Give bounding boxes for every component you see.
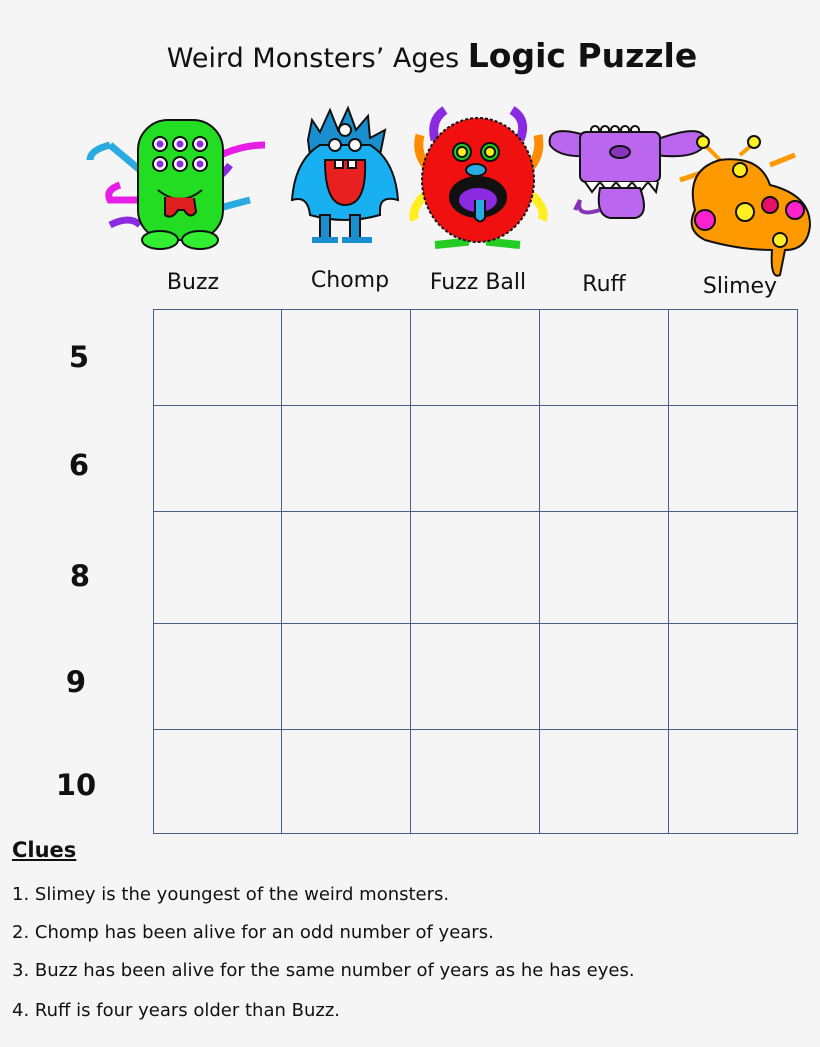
grid-cell-5-fuzz-ball[interactable]: [410, 309, 540, 406]
grid-cell-6-fuzz-ball[interactable]: [410, 405, 540, 512]
grid-cell-6-slimey[interactable]: [668, 405, 798, 512]
grid-cell-5-slimey[interactable]: [668, 309, 798, 406]
clue-item: 4. Ruff is four years older than Buzz.: [12, 1000, 340, 1021]
clue-item: 1. Slimey is the youngest of the weird m…: [12, 884, 450, 905]
page-title: Weird Monsters’ Ages Logic Puzzle: [0, 36, 820, 75]
column-label-ruff: Ruff: [582, 272, 626, 297]
clue-item: 2. Chomp has been alive for an odd numbe…: [12, 922, 494, 943]
monster-illustrations: [86, 105, 812, 277]
column-label-chomp: Chomp: [310, 268, 390, 293]
row-label-age: 5: [68, 340, 90, 374]
grid-cell-10-buzz[interactable]: [153, 729, 282, 834]
clue-item: 3. Buzz has been alive for the same numb…: [12, 960, 635, 981]
row-label-age: 8: [69, 559, 91, 593]
grid-cell-10-ruff[interactable]: [539, 729, 669, 834]
grid-cell-9-fuzz-ball[interactable]: [410, 623, 540, 730]
fuzz-ball-monster-image: [409, 106, 548, 249]
grid-cell-8-buzz[interactable]: [153, 511, 282, 624]
grid-cell-9-slimey[interactable]: [668, 623, 798, 730]
title-text: Weird Monsters’ Ages: [166, 43, 460, 74]
grid-cell-6-buzz[interactable]: [153, 405, 282, 512]
grid-cell-9-chomp[interactable]: [281, 623, 411, 730]
grid-cell-8-fuzz-ball[interactable]: [410, 511, 540, 624]
chomp-monster-image: [290, 105, 400, 243]
column-label-slimey: Slimey: [702, 274, 778, 299]
column-label-buzz: Buzz: [166, 270, 220, 295]
row-label-age: 10: [55, 768, 97, 802]
grid-cell-9-ruff[interactable]: [539, 623, 669, 730]
grid-cell-10-slimey[interactable]: [668, 729, 798, 834]
title-bold: Logic Puzzle: [467, 36, 698, 75]
grid-cell-5-ruff[interactable]: [539, 309, 669, 406]
grid-cell-6-ruff[interactable]: [539, 405, 669, 512]
row-label-age: 6: [68, 448, 90, 482]
grid-cell-5-chomp[interactable]: [281, 309, 411, 406]
column-label-fuzz-ball: Fuzz Ball: [429, 270, 527, 295]
grid-cell-8-chomp[interactable]: [281, 511, 411, 624]
buzz-monster-image: [86, 119, 266, 250]
slimey-monster-image: [679, 135, 812, 277]
grid-cell-10-chomp[interactable]: [281, 729, 411, 834]
grid-cell-6-chomp[interactable]: [281, 405, 411, 512]
grid-cell-8-slimey[interactable]: [668, 511, 798, 624]
logic-grid: [153, 309, 798, 834]
grid-cell-8-ruff[interactable]: [539, 511, 669, 624]
row-label-age: 9: [65, 665, 87, 699]
ruff-monster-image: [548, 125, 707, 219]
clues-heading: Clues: [12, 838, 77, 862]
grid-cell-5-buzz[interactable]: [153, 309, 282, 406]
grid-cell-10-fuzz-ball[interactable]: [410, 729, 540, 834]
grid-cell-9-buzz[interactable]: [153, 623, 282, 730]
